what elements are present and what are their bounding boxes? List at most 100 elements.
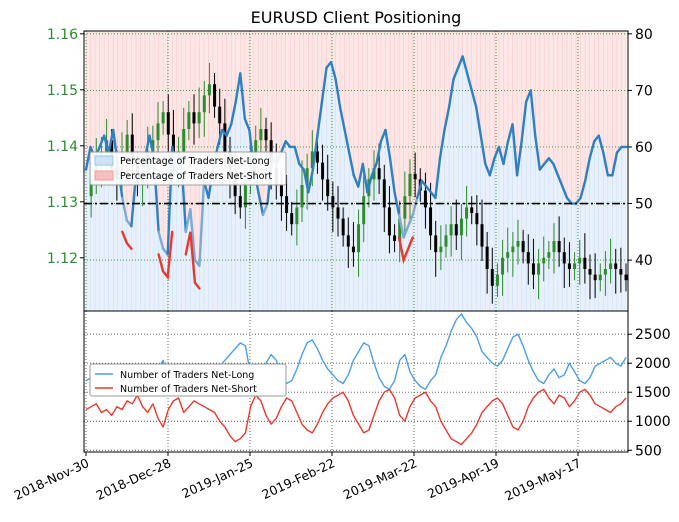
net-long-percentage-segment <box>456 55 464 69</box>
legend-label-net-short: Percentage of Traders Net-Short <box>120 171 272 182</box>
candle-body <box>156 123 160 141</box>
net-long-percentage-segment <box>602 151 610 177</box>
candle-body <box>531 263 535 275</box>
net-long-percentage-segment <box>470 89 478 109</box>
candle-body <box>213 84 217 107</box>
net-long-percentage-segment <box>615 145 623 154</box>
candle-body <box>501 257 505 275</box>
candle-body <box>557 241 561 253</box>
candle-body <box>315 151 319 163</box>
net-long-percentage-segment <box>552 162 560 177</box>
net-long-percentage-segment <box>98 134 106 149</box>
legend-swatch-net-short <box>94 170 114 181</box>
candle-body <box>603 269 607 275</box>
net-long-percentage-segment <box>416 179 423 200</box>
net-short-percentage-segment <box>397 236 414 265</box>
candle-body <box>423 190 427 208</box>
net-long-percentage-segment <box>502 140 510 166</box>
net-long-percentage-segment <box>534 134 541 171</box>
candle-body <box>429 207 433 236</box>
net-long-percentage-segment <box>397 213 405 239</box>
count-tick-label: 2500 <box>635 327 671 343</box>
net-long-percentage-segment <box>497 145 505 166</box>
legend-box <box>89 151 287 186</box>
candle-body <box>552 241 556 253</box>
candle-body <box>238 196 242 208</box>
candle-body <box>567 263 571 269</box>
net-long-percentage-segment <box>488 157 496 177</box>
candle-body <box>459 218 463 236</box>
candle-body <box>357 224 361 253</box>
net-long-percentage-segment <box>556 174 564 188</box>
count-tick-label: 500 <box>635 443 662 459</box>
percentage-tick-label: 40 <box>635 253 653 269</box>
net-long-percentage-segment <box>284 140 292 149</box>
net-long-percentage-segment <box>302 168 310 194</box>
net-long-percentage-segment <box>320 66 328 103</box>
candle-body <box>542 257 546 264</box>
candle-body <box>285 196 289 213</box>
candle-body <box>218 106 222 124</box>
percentage-tick-label: 50 <box>635 197 653 213</box>
percentage-tick-label: 60 <box>635 140 653 156</box>
candle-body <box>341 218 345 236</box>
net-long-percentage-segment <box>465 72 473 92</box>
positioning-legend: Percentage of Traders Net-Long Percentag… <box>89 151 287 186</box>
net-long-percentage-segment <box>84 145 92 171</box>
net-long-percentage-segment <box>565 196 573 205</box>
candle-body <box>578 257 582 264</box>
candle-body <box>598 274 602 281</box>
net-long-percentage-segment <box>216 128 224 149</box>
candle-body <box>207 84 211 96</box>
candle-body <box>506 252 510 258</box>
candle-body <box>624 274 628 281</box>
net-long-percentage-segment <box>597 134 605 154</box>
net-long-percentage-segment <box>366 174 374 194</box>
net-long-percentage-segment <box>107 128 115 154</box>
trader-count-panel-frame <box>83 310 629 453</box>
net-long-percentage-segment <box>388 157 396 194</box>
net-long-percentage-segment <box>334 77 342 109</box>
net-long-percentage-segment <box>347 151 355 177</box>
candle-body <box>187 112 191 129</box>
net-long-percentage-segment <box>225 123 233 137</box>
net-long-percentage-segment <box>574 196 582 205</box>
net-long-percentage-segment <box>293 145 301 166</box>
net-long-percentage-segment <box>443 106 451 132</box>
net-long-percentage-segment <box>484 162 492 177</box>
price-tick-label: 1.15 <box>47 83 78 99</box>
legend-label-count-short: Number of Traders Net-Short <box>120 384 257 395</box>
price-tick-label: 1.16 <box>47 27 78 43</box>
candle-body <box>362 196 366 225</box>
net-long-percentage-segment <box>234 72 242 103</box>
candle-body <box>475 213 479 225</box>
candle-body <box>321 162 325 180</box>
candle-body <box>336 207 340 219</box>
percentage-axis: 80 70 60 50 40 <box>628 27 653 269</box>
candle-body <box>264 129 268 141</box>
net-short-percentage-segment <box>157 230 174 281</box>
candle-body <box>439 246 443 253</box>
candle-body <box>326 179 330 197</box>
candle-body <box>192 112 196 124</box>
net-long-percentage-segment <box>357 162 365 188</box>
candle-body <box>254 140 258 157</box>
net-long-percentage-segment <box>102 134 110 154</box>
net-long-percentage-segment <box>198 179 206 267</box>
percentage-tick-label: 70 <box>635 83 653 99</box>
candle-body <box>279 185 283 197</box>
candle-body <box>382 179 386 208</box>
candle-body <box>454 224 458 236</box>
candle-body <box>197 112 201 124</box>
candle-body <box>583 257 587 269</box>
date-tick-label: 2019-Feb-22 <box>259 455 337 502</box>
net-short-area <box>86 31 626 266</box>
net-long-percentage-segment <box>515 140 523 177</box>
net-long-percentage-segment <box>529 89 537 137</box>
candle-body <box>351 246 355 253</box>
candle-body <box>490 269 494 286</box>
candle-body <box>511 246 515 253</box>
net-long-percentage-segment <box>329 60 337 81</box>
candle-body <box>387 207 391 236</box>
net-long-percentage-segment <box>279 140 287 154</box>
